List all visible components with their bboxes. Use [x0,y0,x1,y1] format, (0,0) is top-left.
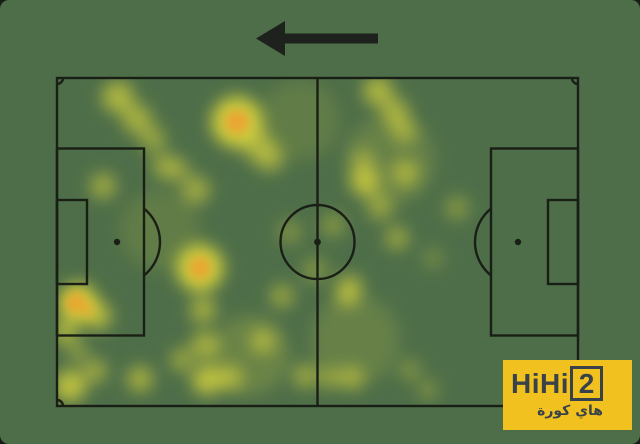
left-arrow-icon [256,21,378,56]
heat-layer-yellow [57,78,469,402]
watermark-logo: HiHi 2 هاي كورة [503,360,632,430]
pitch-lines [55,76,580,408]
brand-tagline: هاي كورة [537,403,603,419]
heat-layer-orange [66,110,249,317]
brand-wordmark: HiHi 2 [511,366,603,401]
brand-prefix: HiHi [511,368,569,399]
brand-suffix-boxed: 2 [570,366,603,401]
